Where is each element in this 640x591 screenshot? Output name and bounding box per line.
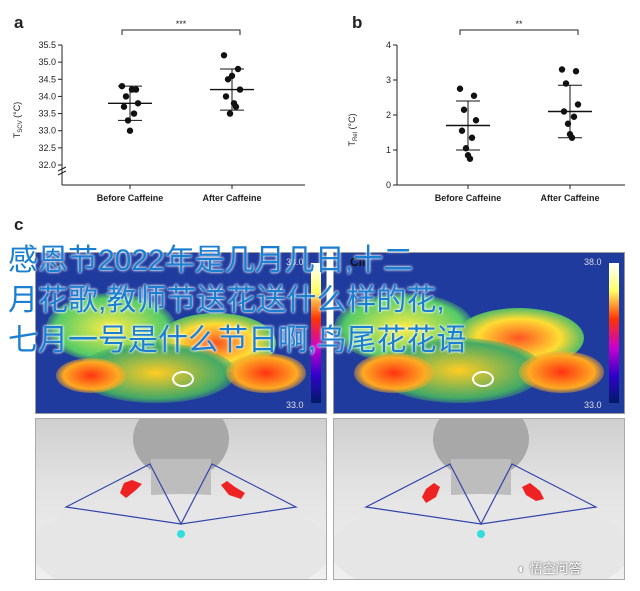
temperature-scale-bar	[609, 263, 619, 403]
photo-after-overlay	[334, 419, 624, 579]
thermal-image-before: Ci 38.0 33.0	[35, 252, 327, 414]
photo-before	[35, 418, 327, 580]
data-point	[122, 93, 130, 100]
panel-c-letter: c	[14, 215, 24, 234]
data-point	[222, 93, 230, 100]
cii-label: Cii	[350, 255, 366, 269]
data-point	[126, 127, 134, 134]
data-point	[570, 113, 578, 120]
y-tick-label: 33.5	[38, 109, 56, 119]
data-point	[460, 106, 468, 113]
y-tick-label: 33.0	[38, 126, 56, 136]
scale-min: 33.0	[286, 400, 304, 410]
y-tick-label: 34.0	[38, 91, 56, 101]
data-point	[456, 85, 464, 92]
overlay-text-line-1: 感恩节2022年是几月几日,十二	[8, 244, 414, 277]
y-tick-label: 32.5	[38, 143, 56, 153]
x-tick-label: After Caffeine	[202, 193, 261, 203]
data-point	[226, 110, 234, 117]
data-point	[220, 52, 228, 59]
overlay-text-line-2: 月花歌,教师节送花送什么样的花,	[8, 284, 445, 317]
y-tick-label: 32.0	[38, 160, 56, 170]
data-point	[572, 68, 580, 75]
data-point	[130, 110, 138, 117]
data-point	[466, 155, 474, 162]
y-tick-label: 1	[386, 145, 391, 155]
scale-max: 38.0	[584, 257, 602, 267]
data-point	[120, 103, 128, 110]
photo-after	[333, 418, 625, 580]
significance-bracket	[121, 29, 241, 35]
watermark-logo-icon: ◐	[518, 561, 530, 576]
y-tick-label: 3	[386, 75, 391, 85]
axis-break-mark	[57, 166, 67, 176]
ci-label: Ci	[52, 255, 64, 269]
photo-before-overlay	[36, 419, 326, 579]
significance-bracket	[459, 29, 579, 35]
data-point	[468, 134, 476, 141]
data-point	[470, 92, 478, 99]
temperature-scale-bar	[311, 263, 321, 403]
x-tick-label: Before Caffeine	[97, 193, 164, 203]
neck-marker-ring	[472, 371, 494, 387]
data-point	[558, 66, 566, 73]
thermal-image-after: Cii 38.0 33.0	[333, 252, 625, 414]
scale-min: 33.0	[584, 400, 602, 410]
data-point	[574, 101, 582, 108]
data-point	[458, 127, 466, 134]
watermark-text: 悟空问答	[529, 561, 582, 576]
data-point	[472, 117, 480, 124]
y-tick-label: 35.5	[38, 40, 56, 50]
y-axis-label: TRel (°C)	[347, 113, 359, 146]
significance-label: **	[515, 19, 523, 29]
significance-label: ***	[176, 19, 187, 29]
y-tick-label: 35.0	[38, 57, 56, 67]
neck-marker-ring	[172, 371, 194, 387]
charts-svg: 32.0 32.5 33.0 33.5 34.0 34.5 35.0 35.5 TSCV (°C…	[12, 19, 625, 203]
y-tick-label: 34.5	[38, 74, 56, 84]
watermark: ◐ 悟空问答	[518, 558, 581, 577]
y-tick-label: 0	[386, 180, 391, 190]
panel-a-letter: a	[14, 13, 24, 32]
overlay-text-line-3: 七月一号是什么节日啊,鸟尾花花语	[8, 324, 467, 357]
panel-b-letter: b	[352, 13, 363, 32]
x-tick-label: Before Caffeine	[435, 193, 502, 203]
y-tick-label: 2	[386, 110, 391, 120]
scale-max: 38.0	[286, 257, 304, 267]
y-tick-label: 4	[386, 40, 391, 50]
x-tick-label: After Caffeine	[540, 193, 599, 203]
y-axis-label: TSCV (°C)	[12, 102, 24, 138]
